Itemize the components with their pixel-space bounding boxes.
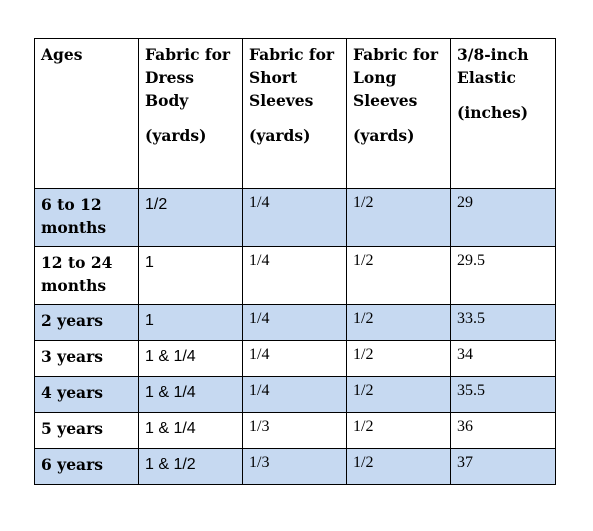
short-sleeve-cell: 1/4	[242, 188, 347, 247]
dress-cell: 1 & 1/2	[138, 448, 243, 485]
short-sleeve-cell: 1/4	[242, 246, 347, 305]
elastic-cell: 34	[450, 340, 556, 377]
short-sleeve-cell: 1/3	[242, 448, 347, 485]
age-cell: 3 years	[34, 340, 139, 377]
short-sleeve-cell: 1/4	[242, 376, 347, 413]
table-row: 2 years 1 1/4 1/2 33.5	[34, 304, 556, 341]
dress-cell: 1	[138, 246, 243, 305]
table-row: 12 to 24 months 1 1/4 1/2 29.5	[34, 246, 556, 305]
dress-cell: 1 & 1/4	[138, 340, 243, 377]
long-sleeve-cell: 1/2	[346, 246, 451, 305]
age-cell: 6 to 12 months	[34, 188, 139, 247]
fabric-requirements-table: Ages Fabric for Dress Body (yards) Fabri…	[34, 38, 556, 485]
long-sleeve-cell: 1/2	[346, 412, 451, 449]
long-sleeve-cell: 1/2	[346, 304, 451, 341]
elastic-cell: 35.5	[450, 376, 556, 413]
dress-cell: 1	[138, 304, 243, 341]
table-row: 6 to 12 months 1/2 1/4 1/2 29	[34, 188, 556, 247]
header-short-sleeves: Fabric for Short Sleeves (yards)	[242, 38, 347, 189]
header-long-sleeves: Fabric for Long Sleeves (yards)	[346, 38, 451, 189]
age-cell: 6 years	[34, 448, 139, 485]
age-cell: 12 to 24 months	[34, 246, 139, 305]
table-row: 3 years 1 & 1/4 1/4 1/2 34	[34, 340, 556, 377]
elastic-cell: 33.5	[450, 304, 556, 341]
age-cell: 2 years	[34, 304, 139, 341]
header-dress-body: Fabric for Dress Body (yards)	[138, 38, 243, 189]
long-sleeve-cell: 1/2	[346, 448, 451, 485]
age-cell: 5 years	[34, 412, 139, 449]
table-row: 5 years 1 & 1/4 1/3 1/2 36	[34, 412, 556, 449]
header-ages: Ages	[34, 38, 139, 189]
age-cell: 4 years	[34, 376, 139, 413]
long-sleeve-cell: 1/2	[346, 340, 451, 377]
dress-cell: 1 & 1/4	[138, 376, 243, 413]
table-row: 6 years 1 & 1/2 1/3 1/2 37	[34, 448, 556, 485]
dress-cell: 1 & 1/4	[138, 412, 243, 449]
elastic-cell: 37	[450, 448, 556, 485]
elastic-cell: 29.5	[450, 246, 556, 305]
elastic-cell: 36	[450, 412, 556, 449]
short-sleeve-cell: 1/4	[242, 340, 347, 377]
header-row: Ages Fabric for Dress Body (yards) Fabri…	[34, 38, 556, 189]
elastic-cell: 29	[450, 188, 556, 247]
short-sleeve-cell: 1/3	[242, 412, 347, 449]
header-elastic: 3/8-inch Elastic (inches)	[450, 38, 556, 189]
table-row: 4 years 1 & 1/4 1/4 1/2 35.5	[34, 376, 556, 413]
dress-cell: 1/2	[138, 188, 243, 247]
short-sleeve-cell: 1/4	[242, 304, 347, 341]
long-sleeve-cell: 1/2	[346, 188, 451, 247]
long-sleeve-cell: 1/2	[346, 376, 451, 413]
